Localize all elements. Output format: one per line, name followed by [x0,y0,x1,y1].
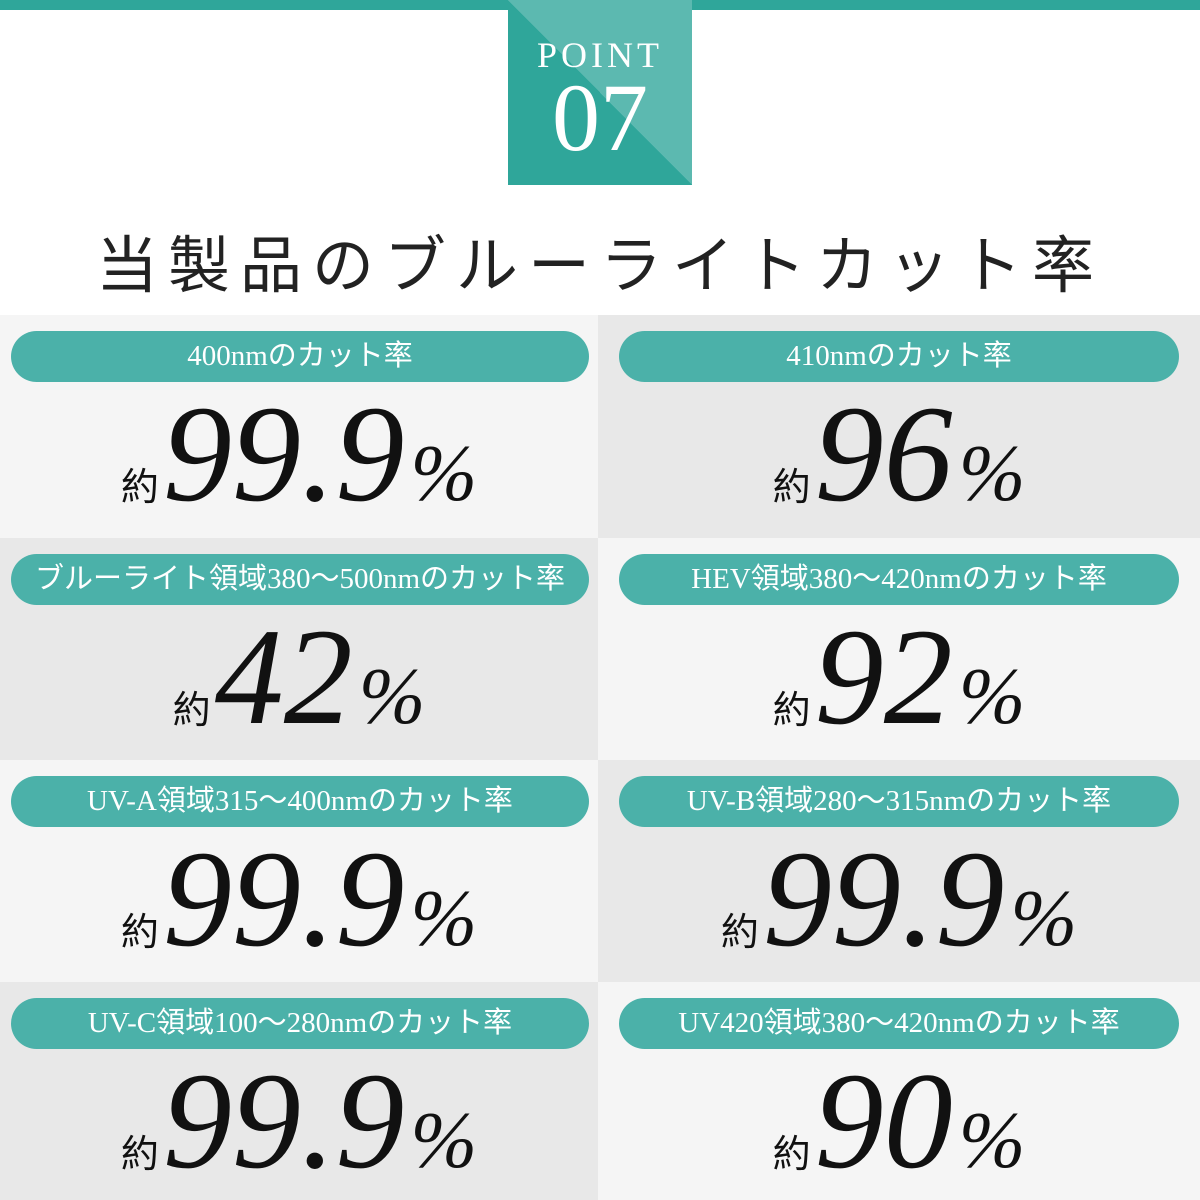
cut-rate-label: UV-B領域280〜315nmのカット率 [619,776,1179,827]
page-title: 当製品のブルーライトカット率 [95,229,1104,302]
cut-rate-value: 約99.9% [598,830,1200,968]
point-number: 07 [552,64,648,171]
point-label: POINT [537,35,663,75]
percent-sign: % [358,653,426,741]
cut-rate-value: 約99.9% [0,830,598,968]
rate-number: 92 [814,600,953,753]
approx-prefix: 約 [120,1132,159,1176]
rate-number: 99.9 [162,1044,405,1197]
approx-prefix: 約 [172,688,211,732]
percent-sign: % [958,430,1026,518]
cut-rate-value: 約92% [598,608,1200,746]
cut-rate-cell: UV-A領域315〜400nmのカット率 約99.9% [0,760,598,982]
approx-prefix: 約 [120,910,159,954]
rate-number: 96 [814,377,953,530]
approx-prefix: 約 [720,910,759,954]
cut-rate-value: 約99.9% [0,385,598,523]
cut-rate-value: 約90% [598,1052,1200,1190]
rate-number: 90 [814,1044,953,1197]
cut-rate-cell: HEV領域380〜420nmのカット率 約92% [598,538,1200,760]
cut-rate-value: 約99.9% [0,1052,598,1190]
rate-number: 99.9 [162,377,405,530]
cut-rate-label: 400nmのカット率 [11,331,589,382]
percent-sign: % [410,1097,478,1185]
cut-rate-value: 約42% [0,608,598,746]
percent-sign: % [958,1097,1026,1185]
approx-prefix: 約 [772,1132,811,1176]
cut-rate-label: UV420領域380〜420nmのカット率 [619,998,1179,1049]
rate-number: 99.9 [162,822,405,975]
cut-rate-label: UV-C領域100〜280nmのカット率 [11,998,589,1049]
cut-rate-cell: ブルーライト領域380〜500nmのカット率 約42% [0,538,598,760]
cut-rate-label: HEV領域380〜420nmのカット率 [619,554,1179,605]
percent-sign: % [410,430,478,518]
cut-rate-cell: UV420領域380〜420nmのカット率 約90% [598,982,1200,1200]
cut-rate-cell: 410nmのカット率 約96% [598,315,1200,538]
cut-rate-label: 410nmのカット率 [619,331,1179,382]
approx-prefix: 約 [772,465,811,509]
percent-sign: % [410,875,478,963]
percent-sign: % [958,653,1026,741]
cut-rate-value: 約96% [598,385,1200,523]
rate-number: 99.9 [762,822,1005,975]
percent-sign: % [1010,875,1078,963]
cut-rate-label: ブルーライト領域380〜500nmのカット率 [11,554,589,605]
cut-rate-grid: 400nmのカット率 約99.9% 410nmのカット率 約96% ブルーライト領域… [0,315,1200,1200]
cut-rate-label: UV-A領域315〜400nmのカット率 [11,776,589,827]
point-badge: POINT 07 [508,0,692,185]
rate-number: 42 [214,600,353,753]
cut-rate-cell: 400nmのカット率 約99.9% [0,315,598,538]
cut-rate-cell: UV-C領域100〜280nmのカット率 約99.9% [0,982,598,1200]
cut-rate-cell: UV-B領域280〜315nmのカット率 約99.9% [598,760,1200,982]
approx-prefix: 約 [120,465,159,509]
approx-prefix: 約 [772,688,811,732]
